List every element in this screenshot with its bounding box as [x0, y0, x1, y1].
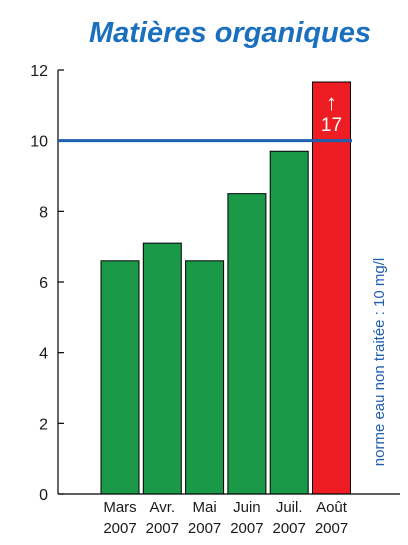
threshold-label: norme eau non traitée : 10 mg/l — [371, 258, 388, 466]
y-tick-label: 6 — [39, 275, 48, 292]
overflow-bar — [312, 81, 351, 495]
x-tick-label-month: Mai — [193, 499, 217, 516]
x-tick-label-year: 2007 — [315, 520, 348, 537]
y-tick-label: 12 — [30, 63, 48, 80]
x-tick-label-year: 2007 — [188, 520, 221, 537]
x-tick-label-month: Mars — [103, 499, 136, 516]
y-tick-label: 4 — [39, 346, 48, 363]
bars-group: ↑17 — [58, 81, 400, 495]
y-tick-label: 10 — [30, 134, 48, 151]
chart-title: Matières organiques — [89, 17, 371, 49]
x-tick-label-month: Juil. — [276, 499, 303, 516]
bar — [100, 260, 140, 495]
y-tick-label: 8 — [39, 204, 48, 221]
threshold-group: norme eau non traitée : 10 mg/l — [58, 139, 388, 466]
y-tick-label: 2 — [39, 416, 48, 433]
bar — [185, 260, 225, 495]
x-axis-labels: Mars 2007 Avr. 2007 Mai 2007 Juin 2007 Juil. 2007… — [103, 499, 348, 537]
bar — [269, 150, 309, 495]
x-tick-label-year: 2007 — [103, 520, 136, 537]
overflow-value-label: 17 — [321, 115, 342, 136]
x-tick-label-year: 2007 — [273, 520, 306, 537]
y-axis: 0 2 4 6 8 10 12 — [30, 63, 64, 504]
x-tick-label-month: Avr. — [150, 499, 176, 516]
x-tick-label-year: 2007 — [146, 520, 179, 537]
bar — [227, 193, 267, 495]
x-tick-label-year: 2007 — [230, 520, 263, 537]
y-tick-label: 0 — [39, 487, 48, 504]
overflow-arrow-icon: ↑ — [326, 90, 337, 115]
x-tick-label-month: Juin — [233, 499, 261, 516]
bar — [142, 242, 182, 495]
x-tick-label-month: Août — [316, 499, 348, 516]
